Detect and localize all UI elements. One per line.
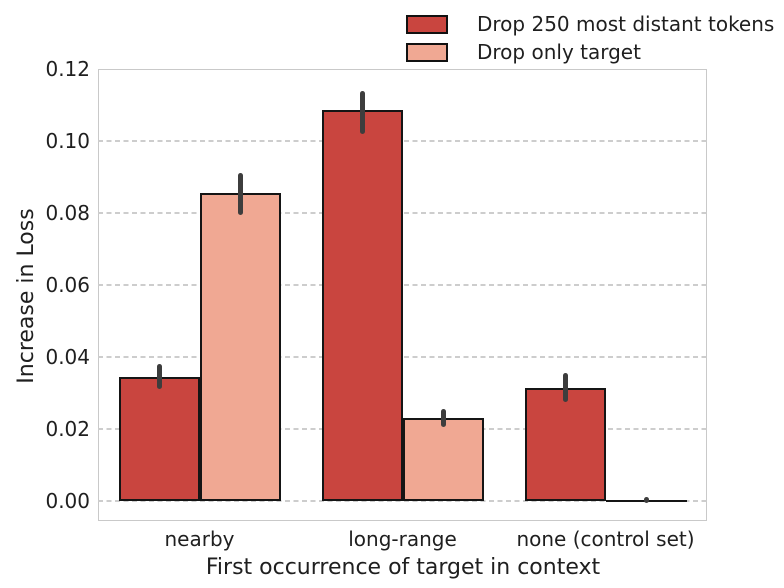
gridline: [98, 356, 707, 358]
y-tick-label: 0.02: [45, 416, 90, 441]
y-tick-label: 0.00: [45, 488, 90, 513]
bar: [402, 418, 484, 501]
error-bar: [562, 373, 568, 402]
y-tick-label: 0.12: [45, 57, 90, 81]
legend-label-drop-250: Drop 250 most distant tokens: [477, 12, 775, 36]
error-bar: [643, 497, 649, 504]
legend-item-drop-target: Drop only target: [406, 41, 774, 63]
error-bar: [359, 90, 365, 134]
gridline: [98, 212, 707, 214]
legend-swatch-drop-target: [406, 42, 448, 62]
y-tick-label: 0.04: [45, 344, 90, 369]
x-axis-label: First occurrence of target in context: [205, 555, 601, 580]
bar: [524, 387, 606, 501]
y-tick-label: 0.06: [45, 272, 90, 297]
legend-label-drop-target: Drop only target: [477, 40, 641, 64]
legend-item-drop-250: Drop 250 most distant tokens: [406, 13, 774, 35]
x-tick-label: nearby: [164, 527, 235, 551]
error-bar: [440, 409, 446, 428]
bar: [199, 193, 281, 501]
bar: [118, 376, 200, 501]
gridline: [98, 284, 707, 286]
x-tick-label: long-range: [348, 527, 457, 551]
legend-swatch-drop-250: [406, 14, 448, 34]
x-tick-label: none (control set): [516, 527, 695, 551]
gridline: [98, 140, 707, 142]
error-bar: [237, 173, 243, 215]
y-tick-label: 0.10: [45, 128, 90, 153]
legend: Drop 250 most distant tokens Drop only t…: [406, 13, 774, 69]
bar: [321, 110, 403, 501]
error-bar: [156, 364, 162, 390]
y-tick-label: 0.08: [45, 200, 90, 225]
